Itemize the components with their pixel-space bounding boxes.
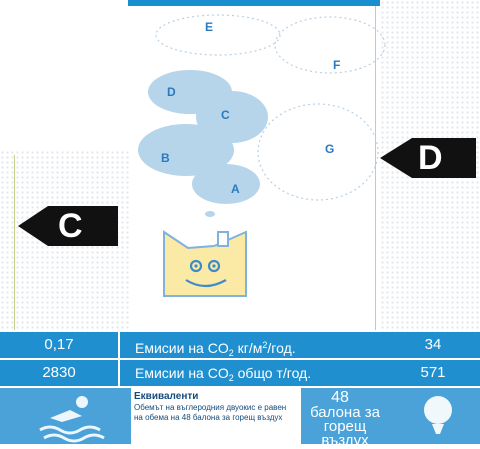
equivalents-unit: балона за горещ въздух xyxy=(310,404,380,449)
balloon-icon xyxy=(424,396,452,434)
cloud-label-a: A xyxy=(231,182,240,196)
cloud-label-c: C xyxy=(221,108,230,122)
row2-left-value: 2830 xyxy=(42,364,76,381)
cloud-a xyxy=(192,164,260,204)
cloud-label-f: F xyxy=(333,58,341,72)
cloud-label-d: D xyxy=(167,85,176,99)
guide-line-right xyxy=(375,0,376,330)
rating-c-arrow xyxy=(18,206,118,246)
cloud-e-outline xyxy=(155,14,281,56)
guide-line-left xyxy=(14,155,15,330)
top-tab xyxy=(128,0,380,6)
row-emissions-per-m2: 0,17 Емисии на CO2 кг/м2/год. 34 xyxy=(0,332,480,358)
cloud-f-outline xyxy=(274,16,386,74)
row-emissions-total: 2830 Емисии на CO2 общо т/год. 571 xyxy=(0,360,480,386)
cloud-label-g: G xyxy=(325,142,335,156)
row1-left-value: 0,17 xyxy=(44,336,74,353)
equivalents-title: Еквиваленти xyxy=(134,391,199,402)
row1-right-value: 34 xyxy=(424,336,442,353)
row2-label: Емисии на CO2 общо т/год. xyxy=(135,365,312,383)
cloud-b xyxy=(138,124,234,176)
cloud-label-b: B xyxy=(161,151,170,165)
rating-d-arrow xyxy=(380,138,476,178)
swimmer-icon xyxy=(39,396,105,443)
cloud-label-e: E xyxy=(205,20,214,34)
equivalents-description: Обемът на въглеродния двуокис е равен на… xyxy=(134,403,287,422)
row2-right-value: 571 xyxy=(420,364,446,381)
small-puff xyxy=(205,211,215,217)
house-icon xyxy=(163,230,247,297)
smoke-illustration xyxy=(18,14,476,297)
equivalents-panel: Еквиваленти Обемът на въглеродния двуоки… xyxy=(131,388,301,444)
rating-d-label: D xyxy=(418,139,443,177)
rating-c-label: C xyxy=(58,207,83,245)
cloud-g-outline xyxy=(257,103,379,201)
row1-label: Емисии на CO2 кг/м2/год. xyxy=(135,340,296,358)
equivalents-value: 48 xyxy=(331,389,349,406)
